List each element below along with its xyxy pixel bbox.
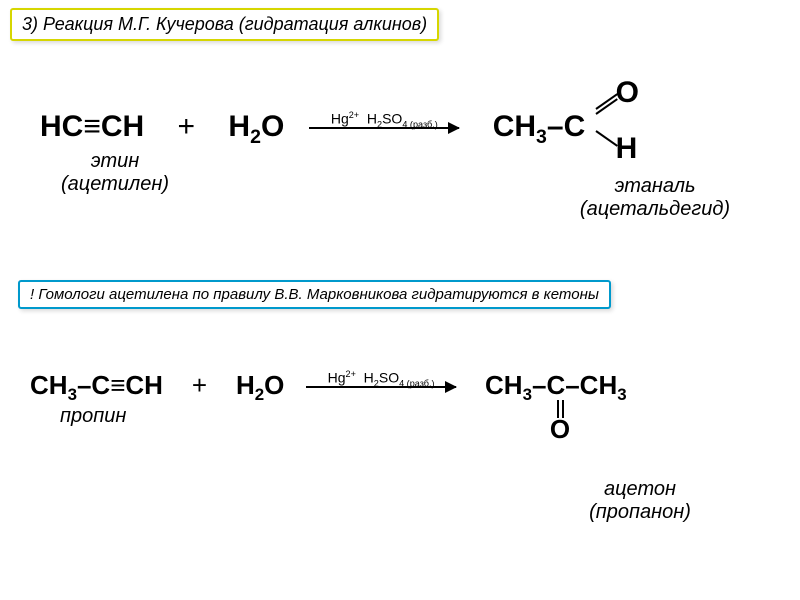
eq2-product: CH3–C–CH3 O — [485, 370, 627, 405]
equation-2: CH3–C≡CH + H2O Hg2+ H2SO4 (разб.) CH3–C–… — [30, 370, 627, 405]
eq1-arrow: Hg2+ H2SO4 (разб.) — [309, 127, 459, 129]
equation-1: HC≡CH + H2O Hg2+ H2SO4 (разб.) CH3–C O H — [40, 110, 634, 149]
eq2-arrow: Hg2+ H2SO4 (разб.) — [306, 386, 456, 388]
eq2-reagent2: H2O — [236, 370, 292, 400]
arrow-icon — [306, 386, 456, 388]
eq2-plus: + — [192, 370, 207, 400]
eq1-reagent1: HC≡CH — [40, 110, 144, 143]
aldehyde-h: H — [616, 132, 638, 166]
eq2-label-left: пропин — [60, 405, 126, 428]
aldehyde-o: O — [616, 76, 639, 110]
eq1-label-left: этин (ацетилен) — [40, 150, 190, 196]
title-box-1: 3) Реакция М.Г. Кучерова (гидратация алк… — [10, 8, 439, 41]
eq2-reagent1: CH3–C≡CH — [30, 370, 170, 400]
eq1-reagent2: H2O — [228, 110, 292, 143]
title-2-text: ! Гомологи ацетилена по правилу В.В. Мар… — [30, 286, 599, 303]
eq2-label-right: ацетон (пропанон) — [560, 478, 720, 524]
ketone-o: O — [549, 414, 571, 445]
eq1-label-right: этаналь (ацетальдегид) — [555, 175, 755, 221]
eq1-product: CH3–C O H — [493, 110, 634, 149]
eq1-plus: + — [178, 110, 196, 143]
title-box-2: ! Гомологи ацетилена по правилу В.В. Мар… — [18, 280, 611, 309]
aldehyde-group-icon: O H — [594, 128, 634, 129]
arrow-icon — [309, 127, 459, 129]
title-1-text: 3) Реакция М.Г. Кучерова (гидратация алк… — [22, 14, 427, 34]
